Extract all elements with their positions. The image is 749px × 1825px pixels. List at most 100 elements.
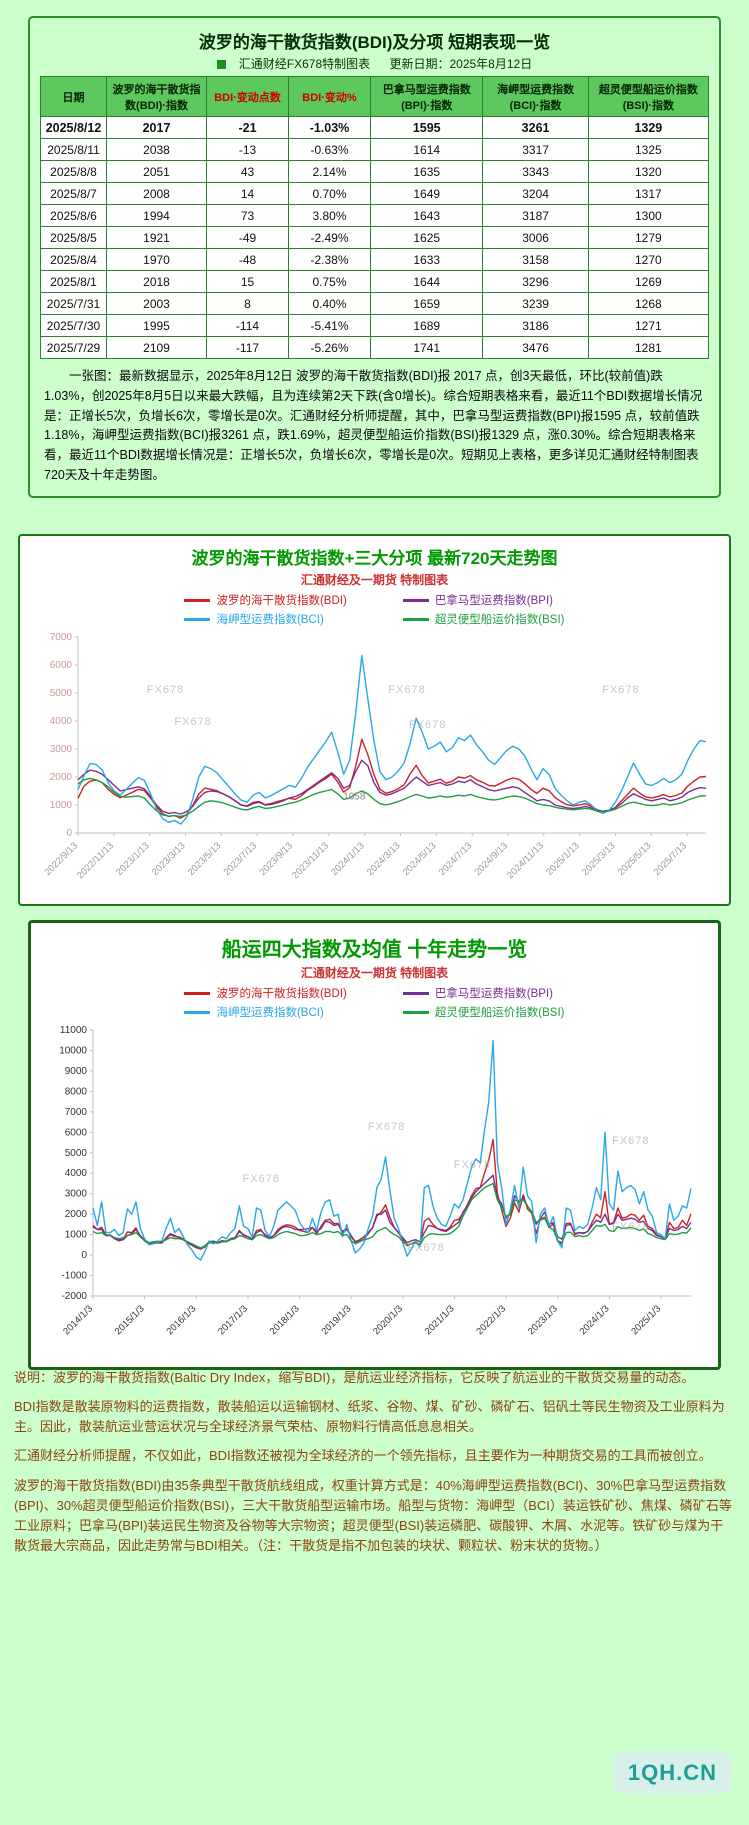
- legend-swatch-bdi: [184, 991, 211, 995]
- table-cell: 1325: [587, 138, 710, 161]
- table-cell: 2017: [106, 116, 207, 139]
- svg-text:0: 0: [66, 828, 72, 839]
- green-square-icon: [216, 60, 226, 69]
- svg-text:2024/5/13: 2024/5/13: [400, 840, 438, 878]
- svg-text:10000: 10000: [59, 1045, 87, 1056]
- series-line-bsi: [77, 777, 706, 818]
- table-cell: 1689: [369, 314, 484, 337]
- svg-text:2000: 2000: [64, 1209, 87, 1220]
- table-cell: -2.38%: [288, 248, 371, 271]
- series-line-bci: [76, 654, 706, 825]
- table-row: 2025/7/29 2109 -117 -5.26% 1741 3476 1281: [40, 336, 710, 359]
- table-cell: 73: [206, 204, 289, 227]
- table-cell: -21: [206, 116, 289, 139]
- svg-text:2020/1/3: 2020/1/3: [371, 1303, 405, 1337]
- svg-text:2024/11/13: 2024/11/13: [505, 840, 546, 881]
- table-header-cell: 超灵便型船运价指数(BSI)·指数: [587, 76, 710, 117]
- table-header-cell: 巴拿马型运费指数(BPI)·指数: [369, 76, 484, 117]
- svg-text:2018/1/3: 2018/1/3: [267, 1303, 301, 1337]
- svg-text:2022/1/3: 2022/1/3: [474, 1303, 508, 1337]
- chart-720d-title: 波罗的海干散货指数+三大分项 最新720天走势图: [191, 549, 558, 568]
- table-cell: 0.70%: [288, 182, 371, 205]
- footer-notes: 说明：波罗的海干散货指数(Baltic Dry Index，缩写BDI)，是航运…: [14, 1368, 736, 1565]
- table-cell: 2018: [106, 270, 207, 293]
- table-cell: 2025/8/6: [40, 204, 107, 227]
- svg-text:9000: 9000: [64, 1066, 87, 1077]
- table-cell: 2008: [106, 182, 207, 205]
- table-cell: -5.41%: [288, 314, 371, 337]
- table-row: 2025/8/7 2008 14 0.70% 1649 3204 1317: [40, 182, 710, 205]
- table-header-row: 日期 波罗的海干散货指数(BDI)·指数 BDI·变动点数 BDI·变动% 巴拿马型运费…: [40, 76, 710, 117]
- table-cell: 1970: [106, 248, 207, 271]
- panel-subtitle-source: 汇通财经FX678特制图表: [238, 57, 371, 71]
- svg-text:5000: 5000: [49, 688, 72, 699]
- table-cell: 2025/7/29: [40, 336, 107, 359]
- note-paragraph-2: BDI指数是散装原物料的运费指数，散装船运以运输钢材、纸浆、谷物、煤、矿砂、磷矿…: [14, 1399, 725, 1435]
- svg-text:1000: 1000: [64, 1230, 87, 1241]
- legend-swatch-bpi: [402, 991, 429, 995]
- table-cell: -48: [206, 248, 289, 271]
- chart-10y-legend: 波罗的海干散货指数(BDI) 巴拿马型运费指数(BPI) 海岬型运费指数(BCI) 超…: [31, 985, 718, 1020]
- svg-text:2024/1/3: 2024/1/3: [577, 1303, 611, 1337]
- legend-item-bpi: 巴拿马型运费指数(BPI): [402, 592, 565, 608]
- svg-text:2019/1/3: 2019/1/3: [319, 1303, 353, 1337]
- table-cell: 2025/8/8: [40, 160, 107, 183]
- table-cell: 14: [206, 182, 289, 205]
- table-cell: 2025/7/30: [40, 314, 107, 337]
- svg-text:2023/1/13: 2023/1/13: [114, 840, 152, 878]
- legend-label-bci: 海岬型运费指数(BCI): [216, 614, 324, 626]
- svg-text:6000: 6000: [49, 660, 72, 671]
- table-cell: 2051: [106, 160, 207, 183]
- table-row: 2025/7/31 2003 8 0.40% 1659 3239 1268: [40, 292, 710, 315]
- table-header-cell: 海岬型运费指数(BCI)·指数: [482, 76, 589, 117]
- table-cell: 2038: [106, 138, 207, 161]
- legend-label-bdi: 波罗的海干散货指数(BDI): [216, 595, 347, 607]
- legend-item-bci: 海岬型运费指数(BCI): [184, 611, 346, 627]
- legend-label-bci: 海岬型运费指数(BCI): [216, 1007, 324, 1019]
- svg-text:2023/3/13: 2023/3/13: [149, 840, 187, 878]
- bdi-table-body: 2025/8/12 2017 -21 -1.03% 1595 3261 1329 2025/8…: [40, 116, 710, 359]
- svg-text:8000: 8000: [64, 1086, 87, 1097]
- legend-swatch-bsi: [402, 617, 429, 621]
- svg-text:2024/1/13: 2024/1/13: [329, 840, 367, 878]
- table-cell: 8: [206, 292, 289, 315]
- svg-text:2024/3/13: 2024/3/13: [364, 840, 402, 878]
- table-cell: 3187: [482, 204, 589, 227]
- table-cell: 1271: [587, 314, 710, 337]
- series-line-bpi: [92, 1174, 692, 1250]
- svg-text:3000: 3000: [64, 1189, 87, 1200]
- table-cell: 1595: [369, 116, 484, 139]
- legend-item-bsi: 超灵便型船运价指数(BSI): [402, 611, 565, 627]
- chart-10y-title: 船运四大指数及均值 十年走势一览: [221, 939, 528, 961]
- table-cell: 3343: [482, 160, 589, 183]
- table-cell: 2109: [106, 336, 207, 359]
- table-header-cell: BDI·变动%: [288, 76, 371, 117]
- svg-text:5000: 5000: [64, 1148, 87, 1159]
- table-cell: 2003: [106, 292, 207, 315]
- svg-text:2025/5/13: 2025/5/13: [615, 840, 653, 878]
- table-cell: 3.80%: [288, 204, 371, 227]
- table-cell: 1643: [369, 204, 484, 227]
- table-cell: 3186: [482, 314, 589, 337]
- svg-text:2025/3/13: 2025/3/13: [579, 840, 617, 878]
- table-cell: 1994: [106, 204, 207, 227]
- svg-text:6000: 6000: [64, 1127, 87, 1138]
- table-cell: 2025/8/7: [40, 182, 107, 205]
- table-cell: 1614: [369, 138, 484, 161]
- table-cell: 3261: [482, 116, 589, 139]
- panel-title: 波罗的海干散货指数(BDI)及分项 短期表现一览: [198, 33, 551, 52]
- table-cell: 1921: [106, 226, 207, 249]
- svg-text:1000: 1000: [49, 800, 72, 811]
- table-row: 2025/7/30 1995 -114 -5.41% 1689 3186 1271: [40, 314, 710, 337]
- table-cell: 1659: [369, 292, 484, 315]
- table-header-cell: BDI·变动点数: [206, 76, 289, 117]
- table-cell: 1269: [587, 270, 710, 293]
- table-cell: 1268: [587, 292, 710, 315]
- table-cell: 3204: [482, 182, 589, 205]
- chart-720d-subtitle: 汇通财经及一期货 特制图表: [300, 573, 449, 587]
- table-cell: 2025/8/5: [40, 226, 107, 249]
- chart-10y-plot: -2000 -1000 0 1000 2000 3000 4000 5000 6000 7000 8…: [45, 1022, 705, 1365]
- table-cell: 2025/8/11: [40, 138, 107, 161]
- table-cell: 2025/7/31: [40, 292, 107, 315]
- svg-text:2000: 2000: [49, 772, 72, 783]
